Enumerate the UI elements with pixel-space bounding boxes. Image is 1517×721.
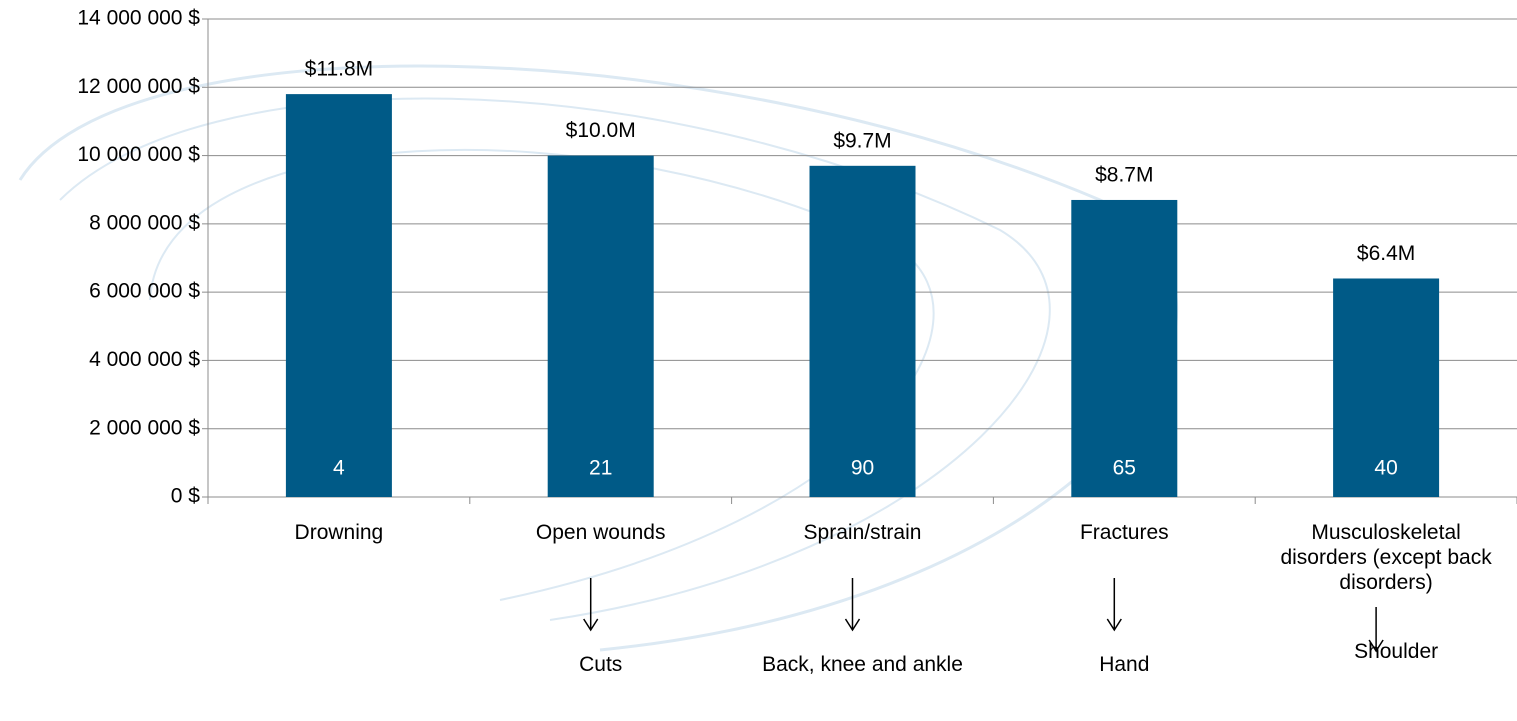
- value-label: $9.7M: [833, 129, 891, 152]
- count-label: 90: [851, 457, 874, 480]
- value-label: $8.7M: [1095, 164, 1153, 187]
- y-tick-label: 0 $: [171, 485, 201, 508]
- x-tick-label: Fractures: [1079, 521, 1169, 544]
- sub-label: Back, knee and ankle: [762, 653, 963, 676]
- x-tick-label: Drowning: [294, 521, 384, 544]
- x-tick-label: Open wounds: [535, 521, 666, 544]
- bar: [1333, 278, 1440, 497]
- y-tick-label: 12 000 000 $: [77, 75, 200, 98]
- y-tick-label: 10 000 000 $: [77, 143, 200, 166]
- sub-label: Shoulder: [1354, 640, 1439, 663]
- y-tick-label: 6 000 000 $: [89, 280, 200, 303]
- y-tick-label: 2 000 000 $: [89, 416, 200, 439]
- value-label: $11.8M: [305, 58, 374, 81]
- sub-label: Hand: [1099, 653, 1150, 676]
- bar: [285, 94, 392, 497]
- count-label: 65: [1113, 457, 1136, 480]
- bar: [1071, 199, 1178, 497]
- y-tick-label: 8 000 000 $: [89, 211, 200, 234]
- arrow-head: [1368, 639, 1384, 653]
- sub-label: Cuts: [579, 653, 623, 676]
- x-tick-label: Musculoskeletal disorders (except back d…: [1280, 521, 1492, 594]
- value-label: $6.4M: [1357, 242, 1415, 265]
- y-tick-label: 14 000 000 $: [77, 7, 200, 30]
- x-tick-label: Sprain/strain: [803, 521, 922, 544]
- count-label: 4: [333, 457, 345, 480]
- arrow-head: [1106, 618, 1122, 632]
- count-label: 40: [1374, 457, 1397, 480]
- y-tick-label: 4 000 000 $: [89, 348, 200, 371]
- value-label: $10.0M: [566, 119, 636, 142]
- bar: [809, 165, 916, 498]
- arrow-head: [583, 618, 599, 632]
- count-label: 21: [589, 457, 612, 480]
- arrow-head: [844, 618, 861, 632]
- bar: [547, 155, 654, 498]
